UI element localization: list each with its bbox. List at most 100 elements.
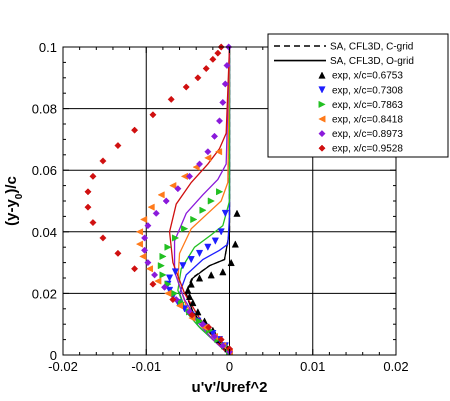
y-tick-label: 0.1 [39,40,57,55]
legend-box [267,33,449,158]
y-tick-label: 0.06 [32,163,57,178]
legend-entry-label: exp, x/c=0.9528 [332,144,403,155]
data-point [217,228,225,236]
data-point [223,61,231,70]
data-point [219,342,227,350]
data-point [318,115,326,123]
data-point [199,206,207,214]
data-point [195,160,204,168]
y-tick-label: 0.04 [32,225,57,240]
x-axis-label: u'v'/Uref^2 [192,379,268,396]
data-point [231,240,239,248]
y-tick-label: 0.08 [32,102,57,117]
data-point [204,154,212,162]
data-point [184,286,192,294]
data-point [210,132,219,140]
data-point [211,237,219,245]
legend-entry-label: SA, CFL3D, C-grid [330,42,413,53]
data-point [318,144,326,152]
data-point [157,262,165,270]
data-point [164,289,172,298]
data-point [162,197,170,205]
data-point [221,209,229,218]
y-tick-label: 0 [50,348,57,363]
data-point [131,126,139,134]
legend: SA, CFL3D, C-grid SA, CFL3D, O-grid exp, x… [267,33,449,158]
data-point [318,130,326,138]
data-point [169,296,177,304]
y-tick-label: 0.02 [32,286,57,301]
data-point [194,74,202,82]
data-point [135,228,144,236]
data-point [144,222,152,230]
data-point [161,283,169,291]
legend-entry-label: exp, x/c=0.7863 [332,100,403,111]
data-point [207,197,215,205]
data-point [141,234,149,242]
data-point [139,252,147,261]
data-point [209,55,217,63]
data-point [175,302,183,310]
data-point [171,289,179,298]
data-point [215,117,224,125]
data-point [169,181,177,190]
data-point [207,271,215,279]
data-point [131,265,139,273]
data-point [190,215,198,224]
data-point [114,249,122,257]
legend-entry-label: exp, x/c=0.7308 [332,85,403,96]
data-point [149,280,157,288]
data-point [139,215,148,224]
data-point [179,262,187,270]
data-point [154,277,162,285]
data-point [159,271,167,279]
data-point [171,234,180,242]
data-point [187,256,195,264]
plot-area [84,43,241,356]
data-point [167,95,175,103]
data-point [199,320,207,328]
data-point [214,49,222,57]
data-point [210,332,219,341]
data-point [149,111,157,119]
data-point [318,86,326,94]
data-point [99,234,107,242]
x-tick-label: -0.01 [131,359,161,374]
data-point [181,225,189,233]
y-axis-label: (y-y0)/c [3,176,25,226]
data-point [233,209,241,217]
data-point [164,243,172,251]
data-point [187,280,195,288]
data-point [159,252,167,261]
legend-entry-label: exp, x/c=0.8418 [332,115,403,126]
data-point [195,249,204,258]
x-tick-label: 0.01 [300,359,325,374]
data-point [114,142,122,150]
data-point [204,243,212,251]
x-tick-label: 0.02 [383,359,408,374]
data-point [318,71,326,79]
axis-ticks: -0.02 -0.01 0 0.01 0.02 0 0.02 0.04 0.06 0.08 0.1 [32,40,409,374]
data-point [174,185,182,193]
data-point [195,274,204,282]
data-point [145,265,154,273]
data-point [196,317,204,325]
data-point [219,268,227,276]
data-point [202,65,210,73]
data-point [144,259,152,267]
data-point [185,172,194,180]
data-point [99,157,107,165]
x-tick-label: 0 [226,359,233,374]
data-point [217,336,225,344]
legend-entry-label: exp, x/c=0.8973 [332,129,403,140]
data-point [89,172,97,180]
data-point [171,268,179,276]
data-point [165,274,174,282]
data-point [157,191,165,199]
data-point [216,188,224,196]
data-point [151,271,159,279]
data-point [227,258,235,267]
data-point [194,308,202,316]
x-tick-label: -0.02 [48,359,78,374]
